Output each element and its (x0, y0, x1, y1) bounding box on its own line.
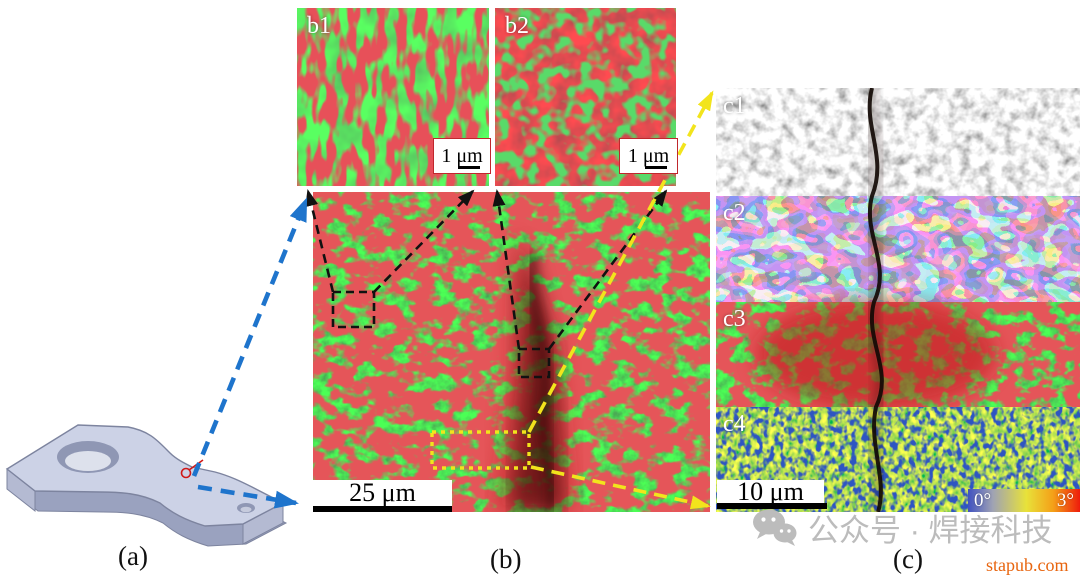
specimen-drawing (5, 424, 288, 547)
scalebar-c: 10 μm (717, 477, 824, 506)
kam-colorbar-max: 3° (1056, 490, 1074, 511)
strip-c2-label: c2 (723, 200, 746, 226)
strip-c2-ipf-map (716, 196, 1080, 302)
strip-c4-label: c4 (723, 411, 746, 437)
site-link: stapub.com (986, 555, 1069, 575)
scalebar-b2-text: 1 μm (627, 144, 670, 167)
panel-b-phase-map (313, 192, 710, 512)
strip-c1-band-contrast (716, 88, 1080, 196)
sampling-point-marker (180, 467, 192, 479)
kam-colorbar-min: 0° (974, 490, 992, 511)
scalebar-b-text: 25 μm (349, 478, 416, 507)
strip-c1-label: c1 (723, 93, 746, 119)
strip-c3-phase-map (716, 299, 1080, 409)
crack-line (867, 88, 884, 512)
watermark: 公众号 · 焊接科技 (750, 505, 1053, 550)
scalebar-b: 25 μm (313, 478, 452, 507)
scalebar-b-bar (313, 506, 452, 512)
scalebar-c-text: 10 μm (737, 477, 804, 506)
panel-b-label: (b) (490, 544, 522, 574)
inset-b2-label: b2 (505, 13, 529, 39)
strip-c3-label: c3 (723, 306, 746, 332)
scalebar-b1: 1 μm (433, 138, 491, 174)
wechat-icon (753, 509, 797, 546)
kam-colorbar: 0° 3° (968, 489, 1080, 512)
panel-c-label: (c) (893, 544, 923, 574)
scalebar-b1-text: 1 μm (441, 144, 483, 167)
panel-c-strips (716, 88, 1080, 512)
scalebar-c-bar (717, 503, 827, 509)
inset-b1-label: b1 (307, 13, 331, 39)
panel-a-label: (a) (118, 541, 148, 571)
scalebar-b2: 1 μm (619, 138, 678, 174)
watermark-text: 公众号 · 焊接科技 (808, 513, 1053, 548)
